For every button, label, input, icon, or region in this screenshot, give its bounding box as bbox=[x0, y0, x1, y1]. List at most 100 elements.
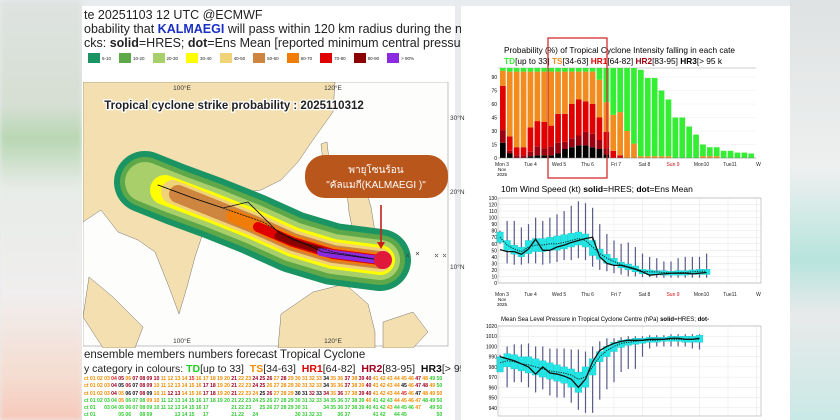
member-number: 02 bbox=[97, 397, 103, 404]
member-number: 27 bbox=[273, 397, 280, 404]
member-number: 18 bbox=[210, 405, 216, 411]
member-number: 22 bbox=[238, 383, 245, 390]
member-number: 21 bbox=[231, 376, 237, 382]
box bbox=[695, 269, 704, 275]
member-number: 47 bbox=[415, 397, 421, 404]
member-number: 44 bbox=[393, 412, 400, 419]
box bbox=[553, 235, 561, 251]
member-number: 46 bbox=[408, 412, 414, 418]
member-number: 21 bbox=[231, 383, 237, 390]
day-label: Wed 5 bbox=[552, 162, 567, 168]
legend-swatch bbox=[286, 53, 299, 63]
member-number: 36 bbox=[337, 376, 344, 382]
bar-hr3 bbox=[548, 155, 554, 158]
bar-td bbox=[748, 153, 755, 158]
member-number: 23 bbox=[245, 383, 252, 390]
member-number: 04 bbox=[111, 376, 117, 382]
y-tick-label: 0 bbox=[494, 281, 497, 287]
member-number: 28 bbox=[280, 390, 287, 397]
day-label: Tue 4 bbox=[524, 162, 537, 168]
member-number: 29 bbox=[287, 383, 294, 390]
member-number: 50 bbox=[436, 376, 443, 382]
member-number: 43 bbox=[386, 376, 393, 382]
member-number: 02 bbox=[97, 390, 103, 397]
bar-td bbox=[555, 68, 561, 72]
y-tick-label: 40 bbox=[491, 255, 497, 261]
member-number: 16 bbox=[196, 412, 202, 418]
member-number: 10 bbox=[153, 397, 160, 404]
member-number: 29 bbox=[287, 397, 294, 404]
member-number: 07 bbox=[132, 383, 139, 390]
member-number: 41 bbox=[372, 390, 379, 397]
member-number: 20 bbox=[224, 376, 230, 382]
member-number: 18 bbox=[209, 376, 216, 382]
y-tick-label: 10 bbox=[491, 274, 497, 280]
bar-ts bbox=[665, 156, 672, 158]
member-number: 10 bbox=[154, 412, 160, 418]
lon-label: 120°E bbox=[324, 337, 342, 345]
wind-chart-title: 10m Wind Speed (kt) solid=HRES; dot=Ens … bbox=[501, 184, 693, 194]
bar-ts bbox=[500, 70, 506, 86]
y-tick-label: 990 bbox=[489, 355, 498, 361]
member-number: 02 bbox=[97, 405, 103, 411]
member-number: 27 bbox=[273, 383, 280, 390]
box bbox=[596, 248, 604, 260]
box bbox=[581, 233, 590, 248]
member-number: 30 bbox=[294, 405, 301, 412]
text: cks: bbox=[84, 36, 110, 50]
member-number: 03 bbox=[104, 376, 110, 382]
legend-label: 20-30 bbox=[166, 55, 179, 61]
bar-hr1 bbox=[500, 86, 506, 131]
bar-td bbox=[541, 68, 548, 72]
member-number: 06 bbox=[125, 405, 132, 412]
bar-hr2 bbox=[527, 151, 534, 157]
member-number: 36 bbox=[337, 390, 344, 397]
member-number: 48 bbox=[422, 405, 428, 411]
member-number: 06 bbox=[125, 383, 132, 390]
member-number: 31 bbox=[301, 405, 308, 412]
highlight-box bbox=[547, 37, 608, 179]
callout-line-2: "คัลแมกี(KALMAEGI )" bbox=[326, 179, 426, 191]
member-number: 15 bbox=[188, 376, 195, 382]
legend-item: 40-50 bbox=[219, 53, 245, 63]
box bbox=[496, 356, 504, 373]
member-number: 35 bbox=[330, 383, 337, 390]
member-number: 17 bbox=[202, 390, 209, 397]
member-number: 23 bbox=[245, 397, 252, 404]
member-number: 21 bbox=[231, 412, 237, 419]
member-number: 44 bbox=[393, 405, 400, 412]
ens-mean-line bbox=[499, 338, 700, 380]
bar-td bbox=[686, 126, 692, 158]
bar-ts bbox=[562, 71, 568, 114]
bar-hr1 bbox=[506, 136, 513, 151]
member-number: 35 bbox=[330, 397, 337, 404]
legend-swatch bbox=[387, 53, 400, 63]
member-number: 31 bbox=[301, 390, 308, 397]
member-number: 50 bbox=[436, 397, 443, 404]
member-number: 20 bbox=[224, 397, 230, 404]
member-number: 23 bbox=[245, 412, 251, 418]
member-number: 50 bbox=[436, 412, 443, 419]
member-number: 35 bbox=[330, 412, 336, 418]
legend-label: 50-60 bbox=[267, 55, 279, 61]
member-number: 40 bbox=[365, 390, 372, 397]
member-number: 06 bbox=[125, 390, 132, 397]
bar-ts bbox=[651, 156, 658, 158]
bar-td bbox=[720, 150, 727, 158]
bar-td bbox=[741, 152, 748, 158]
member-number: 22 bbox=[238, 397, 245, 404]
member-number: 19 bbox=[217, 383, 223, 390]
bar-hr2 bbox=[555, 142, 561, 154]
member-number: 15 bbox=[188, 383, 195, 390]
bar-td bbox=[610, 68, 617, 115]
member-number: 34 bbox=[323, 383, 329, 390]
member-number: 09 bbox=[146, 376, 153, 382]
box bbox=[553, 364, 561, 382]
bar-hr3 bbox=[527, 156, 534, 158]
bar-td bbox=[603, 68, 610, 103]
member-number: 38 bbox=[352, 412, 358, 418]
member-number: 35 bbox=[330, 390, 337, 397]
member-number: 13 bbox=[174, 383, 181, 390]
member-number: 22 bbox=[238, 412, 245, 419]
member-number: 22 bbox=[238, 390, 245, 397]
